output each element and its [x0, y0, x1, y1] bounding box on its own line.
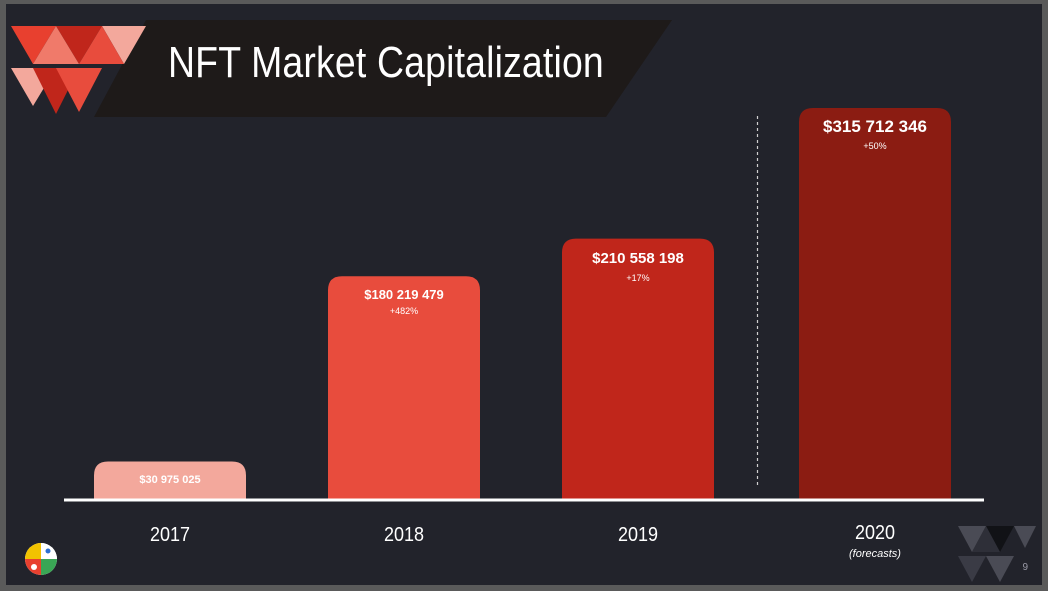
triangle-deco-grey-3 — [972, 526, 1000, 552]
slide: NFT Market Capitalization $30 975 025 201… — [6, 4, 1042, 585]
bar-value-label: $30 975 025 — [139, 473, 201, 486]
page-number: 9 — [1022, 562, 1028, 573]
bar-chart — [64, 108, 984, 502]
bar-2019 — [562, 238, 714, 500]
bar-value-label: $210 558 198 — [592, 249, 684, 267]
triangle-deco-2 — [56, 26, 102, 64]
triangle-deco-grey-2 — [986, 526, 1014, 552]
bar-2020 — [799, 108, 951, 500]
triangle-deco-8 — [56, 68, 102, 112]
triangle-deco-3 — [102, 26, 146, 64]
triangle-deco-1 — [11, 26, 56, 64]
x-tick-label: 2020 — [854, 522, 896, 544]
triangle-deco-grey-5 — [958, 556, 986, 582]
triangle-deco-grey-6 — [986, 556, 1014, 582]
decorative-banner — [11, 20, 1036, 582]
bar-2017 — [94, 461, 246, 500]
x-tick-label: 2019 — [617, 524, 659, 546]
bar-growth-label: +482% — [389, 306, 419, 317]
triangle-deco-grey-1 — [958, 526, 986, 552]
x-tick-label: 2018 — [383, 524, 425, 546]
bar-value-label: $315 712 346 — [823, 117, 927, 136]
triangle-deco-5 — [79, 26, 124, 64]
title-banner-shape — [94, 20, 672, 117]
slide-title: NFT Market Capitalization — [168, 38, 604, 87]
bar-value-label: $180 219 479 — [364, 287, 444, 303]
x-tick-label: 2017 — [149, 524, 191, 546]
company-logo-icon — [25, 543, 57, 575]
bar-growth-label: +50% — [863, 141, 887, 151]
triangle-deco-grey-4 — [1014, 526, 1036, 548]
x-tick-note: (forecasts) — [849, 548, 901, 560]
bar-2018 — [328, 276, 480, 500]
triangle-deco-4 — [33, 26, 79, 64]
bar-growth-label: +17% — [626, 272, 650, 283]
